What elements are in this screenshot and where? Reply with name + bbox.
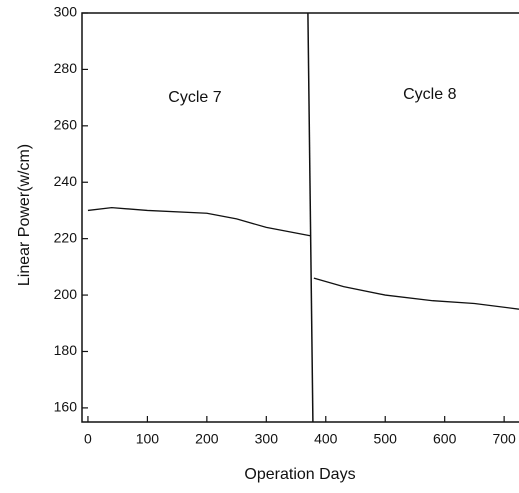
y-tick-label: 220 xyxy=(54,229,78,245)
y-tick-label: 280 xyxy=(54,60,78,76)
x-tick-label: 400 xyxy=(314,431,338,447)
cycle-boundary xyxy=(307,12,314,423)
annotation: Cycle 8 xyxy=(403,86,456,103)
x-tick-label: 200 xyxy=(195,431,219,447)
x-tick-label: 300 xyxy=(255,431,279,447)
series-line xyxy=(313,277,519,310)
y-tick-label: 200 xyxy=(54,286,78,302)
y-tick-label: 180 xyxy=(54,342,78,358)
y-axis-title: Linear Power(w/cm) xyxy=(16,144,33,286)
y-tick-label: 240 xyxy=(54,173,78,189)
annotation: Cycle 7 xyxy=(168,89,221,106)
y-tick-label: 260 xyxy=(54,117,78,133)
x-tick-label: 0 xyxy=(84,431,92,447)
x-tick-label: 100 xyxy=(136,431,160,447)
y-tick-label: 300 xyxy=(54,4,78,20)
x-tick-label: 500 xyxy=(374,431,398,447)
x-tick-label: 600 xyxy=(433,431,457,447)
x-axis-title: Operation Days xyxy=(244,466,355,483)
y-tick-label: 160 xyxy=(54,399,78,415)
x-tick-label: 700 xyxy=(492,431,516,447)
plot-frame xyxy=(81,12,519,423)
series-line xyxy=(87,206,312,237)
